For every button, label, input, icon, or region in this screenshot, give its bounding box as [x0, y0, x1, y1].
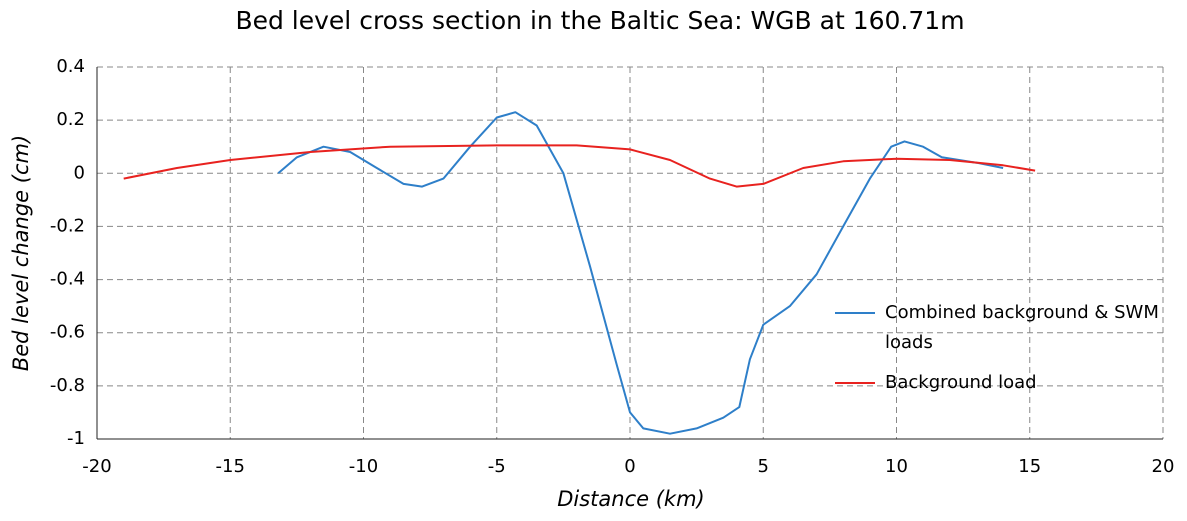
x-tick-label: 15: [1018, 456, 1041, 477]
x-tick-label: -10: [349, 456, 378, 477]
y-tick-label: -0.6: [50, 322, 85, 343]
data-line: [277, 111, 1004, 435]
y-tick-label: -0.2: [50, 215, 85, 236]
y-axis-label: Bed level change (cm): [9, 135, 33, 371]
x-axis-label: Distance (km): [557, 487, 705, 511]
y-tick-label: -0.4: [50, 269, 85, 290]
y-tick-label: 0.4: [56, 56, 85, 77]
y-tick-label: -0.8: [50, 375, 85, 396]
y-tick-label: -1: [67, 428, 85, 449]
x-tick-label: 20: [1152, 456, 1175, 477]
x-tick-label: -15: [216, 456, 245, 477]
x-tick-label: 0: [624, 456, 635, 477]
data-line: [123, 144, 1036, 188]
y-tick-label: 0: [74, 162, 85, 183]
x-tick-label: 5: [758, 456, 769, 477]
x-tick-label: -20: [82, 456, 111, 477]
x-tick-label: 10: [885, 456, 908, 477]
chart-title: Bed level cross section in the Baltic Se…: [235, 6, 964, 35]
legend-label: Background load: [885, 372, 1037, 393]
y-tick-label: 0.2: [56, 109, 85, 130]
legend-label: Combined background & SWM loads: [885, 302, 1159, 353]
x-tick-label: -5: [488, 456, 506, 477]
